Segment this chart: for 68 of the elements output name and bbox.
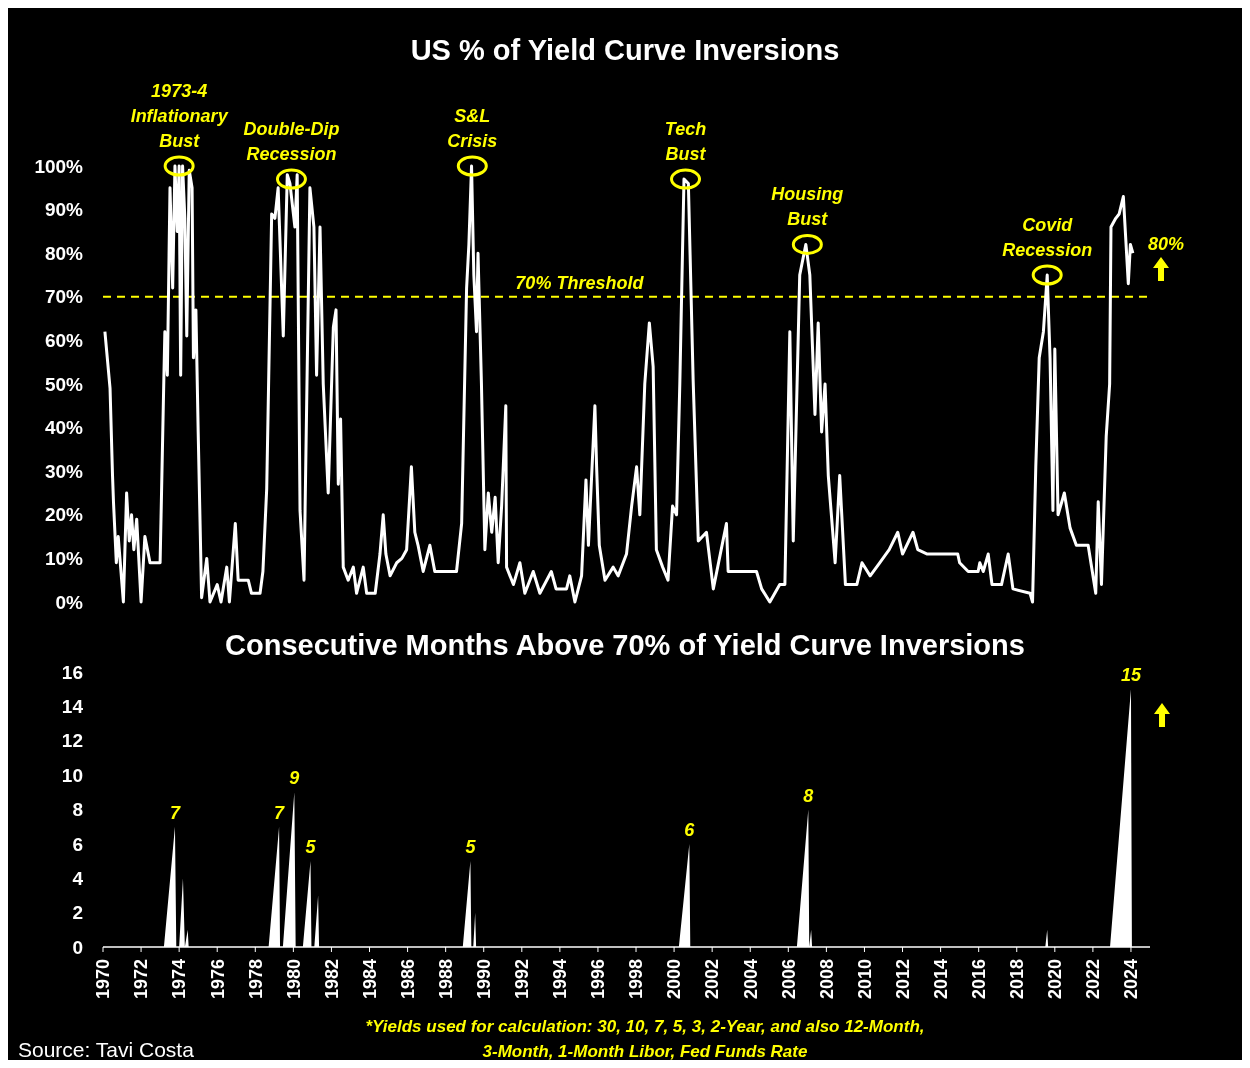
- text: *Yields used for calculation: 30, 10, 7, 5, 3, 2-Year, and also 12-Month, 3-Month, 1-Month Libor, Fed Funds Rate: [365, 1017, 925, 1061]
- y-tick-label: 10: [61, 764, 83, 786]
- y-tick-label: 2: [72, 902, 83, 924]
- chart-title: Consecutive Months Above 70% of Yield Curve Inversions: [225, 629, 1025, 661]
- ref-line-label: 70% Threshold: [515, 272, 645, 293]
- y-tick-label: 8: [72, 799, 83, 821]
- data-label: 7: [274, 802, 286, 823]
- data-label: 15: [1120, 665, 1142, 686]
- annotation: Double-Dip Recession: [243, 119, 340, 165]
- y-tick-label: 50%: [44, 373, 84, 395]
- y-tick-label: 10%: [44, 548, 84, 570]
- x-tick-label: 2010: [854, 959, 875, 1000]
- y-tick-label: 16: [61, 661, 83, 683]
- y-tick-label: 0%: [55, 591, 84, 613]
- x-tick-label: 2020: [1045, 959, 1066, 1000]
- x-tick-label: 2016: [968, 959, 989, 1000]
- x-tick-label: 2006: [778, 959, 799, 1000]
- x-tick-label: 2014: [930, 959, 951, 1000]
- source-note: Source: Tavi Costa: [18, 1038, 195, 1061]
- x-tick-label: 1976: [207, 959, 228, 1000]
- x-tick-label: 2018: [1007, 959, 1028, 1000]
- x-tick-label: 2024: [1121, 959, 1142, 1000]
- x-tick-label: 2002: [702, 959, 723, 1000]
- annotation: Housing Bust: [771, 184, 844, 230]
- x-tick-label: 1970: [93, 959, 114, 1000]
- y-tick-label: 6: [72, 833, 83, 855]
- x-tick-label: 2008: [816, 959, 837, 1000]
- y-tick-label: 100%: [34, 155, 84, 177]
- y-tick-label: 40%: [44, 417, 84, 439]
- y-tick-label: 20%: [44, 504, 84, 526]
- x-tick-label: 1984: [359, 959, 380, 1000]
- y-tick-label: 80%: [44, 242, 84, 264]
- annotation: Tech Bust: [664, 119, 707, 165]
- x-tick-label: 1992: [512, 959, 533, 1000]
- x-tick-label: 1990: [474, 959, 495, 1000]
- x-tick-label: 2012: [892, 959, 913, 1000]
- annotation: S&L Crisis: [447, 106, 498, 151]
- x-tick-label: 1978: [245, 959, 266, 1000]
- data-label: 9: [289, 768, 300, 789]
- data-label: 7: [169, 802, 181, 823]
- y-tick-label: 60%: [44, 330, 84, 352]
- data-label: 5: [305, 837, 317, 858]
- y-tick-label: 12: [61, 730, 83, 752]
- y-tick-label: 14: [61, 696, 84, 718]
- x-tick-label: 1980: [283, 959, 304, 1000]
- x-tick-label: 1988: [435, 959, 456, 1000]
- x-tick-label: 1996: [588, 959, 609, 1000]
- x-tick-label: 2004: [740, 959, 761, 1000]
- data-label: 8: [803, 785, 814, 806]
- y-tick-label: 70%: [44, 286, 84, 308]
- annotation: 80%: [1147, 234, 1185, 254]
- data-label: 6: [684, 819, 696, 840]
- y-tick-label: 90%: [44, 199, 84, 221]
- annotation: Covid Recession: [1002, 215, 1093, 260]
- x-tick-label: 1994: [550, 959, 571, 1000]
- x-tick-label: 2000: [664, 959, 685, 1000]
- x-tick-label: 1974: [169, 959, 190, 1000]
- chart-title: US % of Yield Curve Inversions: [410, 34, 840, 66]
- y-tick-label: 0: [72, 936, 83, 958]
- x-tick-label: 1982: [321, 959, 342, 1000]
- x-tick-label: 1986: [397, 959, 418, 1000]
- x-tick-label: 2022: [1083, 959, 1104, 1000]
- annotation: 1973-4 Inflationary Bust: [130, 81, 229, 151]
- data-label: 5: [465, 837, 477, 858]
- x-tick-label: 1972: [131, 959, 152, 1000]
- y-tick-label: 4: [72, 867, 84, 889]
- x-tick-label: 1998: [626, 959, 647, 1000]
- y-tick-label: 30%: [44, 460, 84, 482]
